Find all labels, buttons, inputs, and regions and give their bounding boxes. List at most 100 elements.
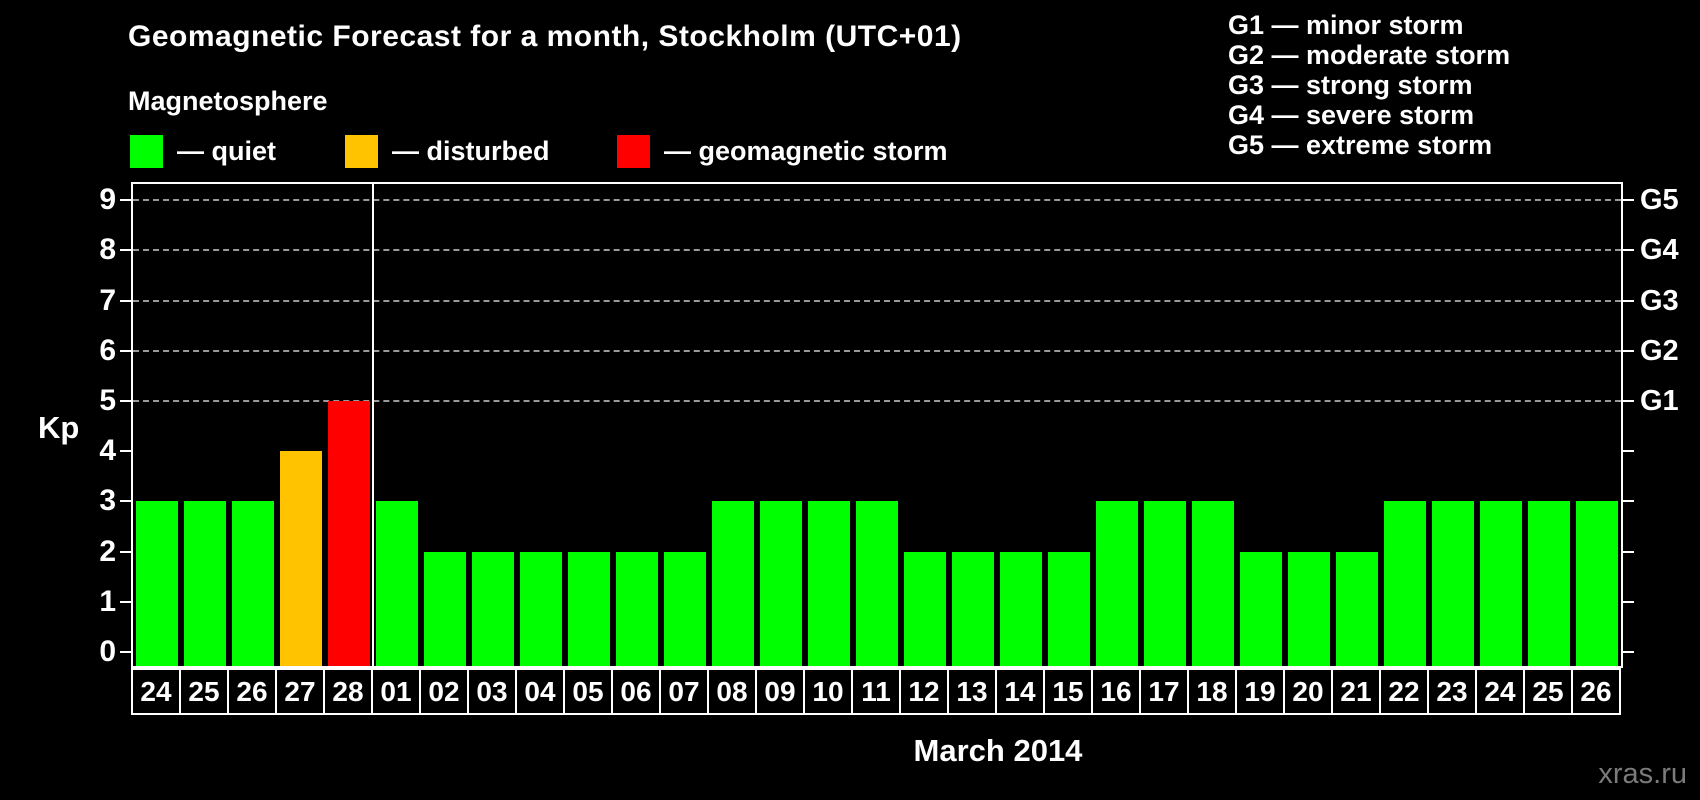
day-label-26: 26 (227, 668, 277, 715)
day-label-09: 09 (755, 668, 805, 715)
kp-bar-day-16 (1096, 501, 1138, 666)
g-legend-line-3: G3 — strong storm (1228, 70, 1473, 100)
day-label-27: 27 (275, 668, 325, 715)
right-tick-2 (1623, 550, 1634, 553)
day-label-06: 06 (611, 668, 661, 715)
legend-swatch-quiet (130, 135, 163, 168)
right-tick-0 (1623, 651, 1634, 653)
g-level-label-g5: G5 (1640, 184, 1679, 217)
day-label-04: 04 (515, 668, 565, 715)
y-tick-label-1: 1 (99, 584, 116, 618)
kp-bar-day-04 (520, 551, 562, 666)
g-legend-line-5: G5 — extreme storm (1228, 130, 1493, 160)
day-label-05: 05 (563, 668, 613, 715)
legend-swatch-disturbed (345, 135, 378, 168)
left-tick-2 (120, 550, 131, 553)
legend-label-quiet: — quiet (177, 136, 276, 166)
left-tick-6 (120, 349, 131, 352)
kp-bar-day-13 (952, 551, 994, 666)
legend-label-storm: — geomagnetic storm (664, 136, 948, 166)
g-legend-line-1: G1 — minor storm (1228, 10, 1464, 40)
y-tick-label-2: 2 (99, 534, 116, 568)
gridline-kp7 (133, 299, 1621, 302)
y-tick-label-8: 8 (99, 233, 116, 267)
day-label-07: 07 (659, 668, 709, 715)
right-tick-9 (1623, 199, 1634, 202)
right-tick-3 (1623, 500, 1634, 503)
watermark: xras.ru (1598, 758, 1687, 790)
kp-bar-day-10 (808, 501, 850, 666)
left-tick-4 (120, 450, 131, 453)
kp-bar-day-23 (1432, 501, 1474, 666)
day-label-10: 10 (803, 668, 853, 715)
x-axis-day-labels: 24 25 26 27 28 01 02 03 04 05 06 07 08 09 10 11 12 13 14 15… (131, 668, 1623, 716)
magnetosphere-subtitle: Magnetosphere (128, 86, 328, 116)
kp-bar-day-28 (328, 401, 370, 666)
y-tick-label-0: 0 (99, 635, 116, 668)
left-tick-0 (120, 651, 131, 653)
day-label-02: 02 (419, 668, 469, 715)
kp-bar-day-06 (616, 551, 658, 666)
y-tick-label-7: 7 (99, 283, 116, 317)
kp-bar-day-24 (1480, 501, 1522, 666)
day-label-22: 22 (1379, 668, 1429, 715)
kp-bar-day-15 (1048, 551, 1090, 666)
page-title: Geomagnetic Forecast for a month, Stockh… (128, 20, 962, 53)
y-tick-label-6: 6 (99, 333, 116, 367)
right-tick-1 (1623, 600, 1634, 603)
kp-bar-day-12 (904, 551, 946, 666)
left-tick-8 (120, 249, 131, 252)
g-level-label-g2: G2 (1640, 334, 1679, 367)
right-tick-8 (1623, 249, 1634, 252)
day-label-20: 20 (1283, 668, 1333, 715)
kp-bar-day-08 (712, 501, 754, 666)
kp-bar-day-05 (568, 551, 610, 666)
day-label-14: 14 (995, 668, 1045, 715)
day-label-08: 08 (707, 668, 757, 715)
y-tick-label-9: 9 (99, 183, 116, 217)
g-legend-line-2: G2 — moderate storm (1228, 40, 1511, 70)
day-label-28: 28 (323, 668, 373, 715)
gridline-kp5 (133, 400, 1621, 402)
kp-bar-day-22 (1384, 501, 1426, 666)
kp-bar-day-14 (1000, 551, 1042, 666)
day-label-25: 25 (1523, 668, 1573, 715)
g-legend-line-4: G4 — severe storm (1228, 100, 1475, 130)
y-axis-title: Kp (38, 410, 80, 445)
day-label-11: 11 (851, 668, 901, 715)
gridline-kp9 (133, 199, 1621, 202)
left-tick-1 (120, 600, 131, 603)
gridline-kp8 (133, 249, 1621, 252)
kp-bar-chart (131, 182, 1623, 668)
kp-bar-day-26 (232, 501, 274, 666)
day-label-03: 03 (467, 668, 517, 715)
day-label-19: 19 (1235, 668, 1285, 715)
kp-bar-day-24 (136, 501, 178, 666)
right-tick-7 (1623, 299, 1634, 302)
right-tick-6 (1623, 349, 1634, 352)
kp-bar-day-26 (1576, 501, 1618, 666)
day-label-25: 25 (179, 668, 229, 715)
g-level-label-g4: G4 (1640, 234, 1679, 267)
kp-bar-day-03 (472, 551, 514, 666)
day-label-26: 26 (1571, 668, 1621, 715)
kp-bar-day-11 (856, 501, 898, 666)
kp-bar-day-01 (376, 501, 418, 666)
kp-bar-day-07 (664, 551, 706, 666)
right-tick-5 (1623, 400, 1634, 402)
kp-bar-day-19 (1240, 551, 1282, 666)
legend-swatch-storm (617, 135, 650, 168)
kp-bar-day-25 (184, 501, 226, 666)
day-label-18: 18 (1187, 668, 1237, 715)
day-label-12: 12 (899, 668, 949, 715)
day-label-24: 24 (1475, 668, 1525, 715)
day-label-24: 24 (131, 668, 181, 715)
g-level-label-g1: G1 (1640, 385, 1679, 417)
kp-bar-day-02 (424, 551, 466, 666)
left-tick-9 (120, 199, 131, 202)
g-level-label-g3: G3 (1640, 284, 1679, 317)
day-label-21: 21 (1331, 668, 1381, 715)
kp-bar-day-18 (1192, 501, 1234, 666)
kp-bar-day-25 (1528, 501, 1570, 666)
month-separator-line (372, 184, 374, 666)
